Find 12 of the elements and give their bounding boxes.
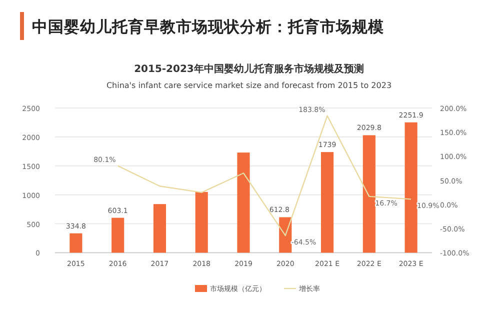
- text: China's infant care service market size and forecast from 2015 to 2023: [106, 81, 392, 90]
- chart-title: 中国婴幼儿托育早教市场现状分析：托育市场规模: [32, 17, 384, 36]
- bar: [112, 218, 124, 253]
- bar: [195, 192, 208, 253]
- bar: [404, 122, 418, 253]
- chart-subtitle: 2015-2023年中国婴幼儿托育服务市场规模及预测: [134, 63, 364, 75]
- bar: [320, 152, 334, 253]
- bar: [237, 152, 250, 253]
- bar: [70, 233, 82, 253]
- bar: [362, 135, 376, 253]
- bar: [279, 217, 292, 253]
- bar: [153, 204, 166, 253]
